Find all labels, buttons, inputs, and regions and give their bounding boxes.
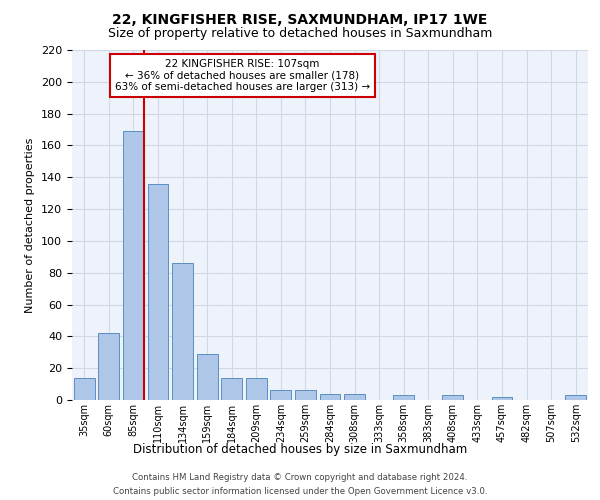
Bar [393,395,414,400]
Text: Size of property relative to detached houses in Saxmundham: Size of property relative to detached ho… [108,28,492,40]
Bar [565,395,586,400]
Bar [148,184,169,400]
Bar [98,333,119,400]
Text: Contains public sector information licensed under the Open Government Licence v3: Contains public sector information licen… [113,488,487,496]
Y-axis label: Number of detached properties: Number of detached properties [25,138,35,312]
Bar [442,395,463,400]
Bar [295,390,316,400]
Text: Contains HM Land Registry data © Crown copyright and database right 2024.: Contains HM Land Registry data © Crown c… [132,472,468,482]
Text: 22 KINGFISHER RISE: 107sqm
← 36% of detached houses are smaller (178)
63% of sem: 22 KINGFISHER RISE: 107sqm ← 36% of deta… [115,59,370,92]
Bar [271,390,292,400]
Bar [221,378,242,400]
Bar [172,263,193,400]
Text: 22, KINGFISHER RISE, SAXMUNDHAM, IP17 1WE: 22, KINGFISHER RISE, SAXMUNDHAM, IP17 1W… [112,12,488,26]
Bar [491,397,512,400]
Text: Distribution of detached houses by size in Saxmundham: Distribution of detached houses by size … [133,442,467,456]
Bar [320,394,340,400]
Bar [123,131,144,400]
Bar [246,378,267,400]
Bar [74,378,95,400]
Bar [197,354,218,400]
Bar [344,394,365,400]
